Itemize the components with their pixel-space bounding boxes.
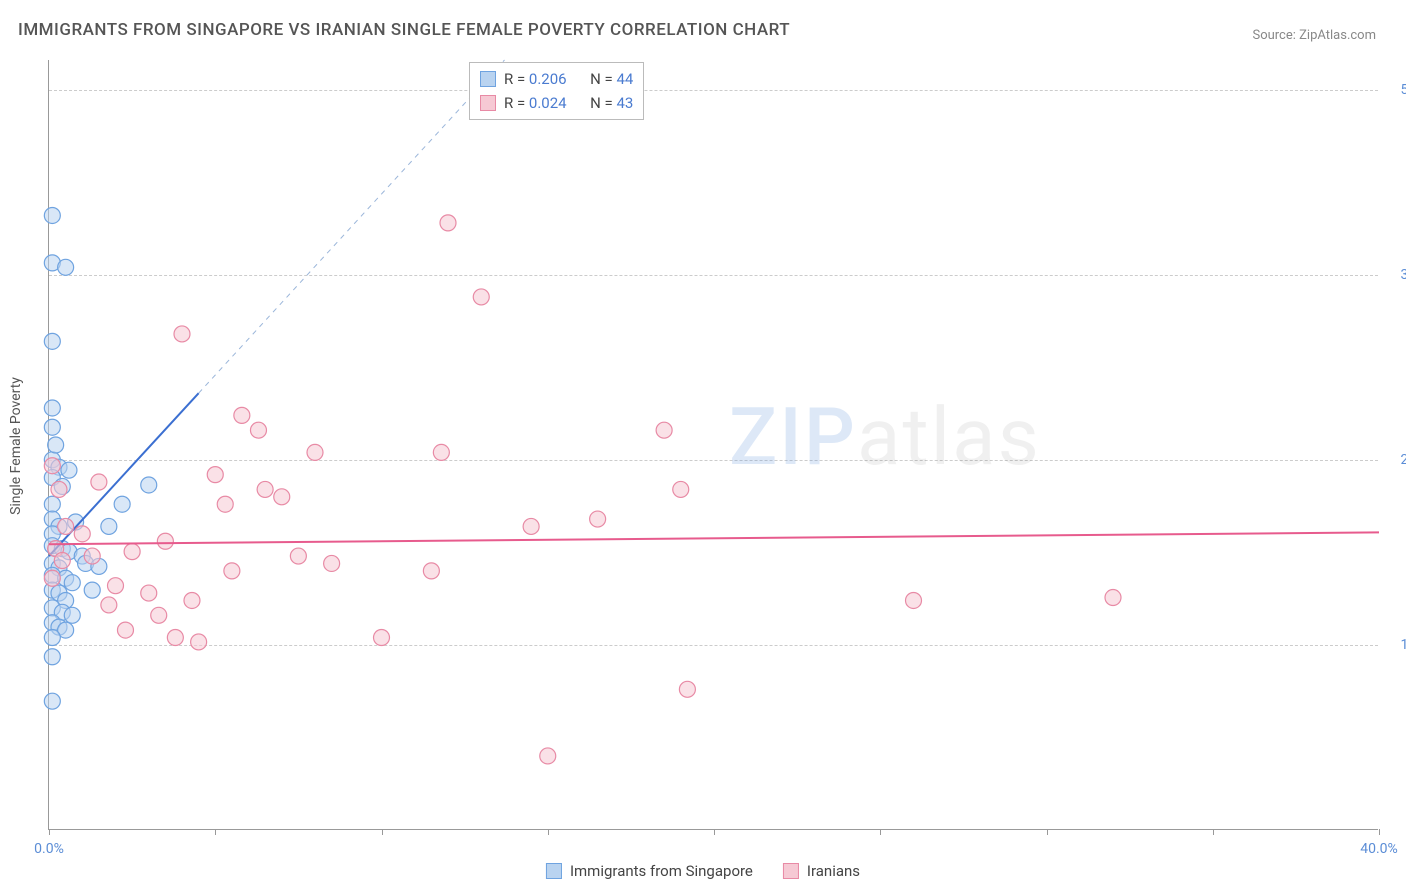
scatter-point-singapore (44, 496, 60, 512)
legend-swatch-singapore-icon (546, 863, 562, 879)
r-label: R = 0.206 (504, 67, 567, 91)
scatter-point-iranians (324, 555, 340, 571)
scatter-point-iranians (157, 533, 173, 549)
scatter-point-singapore (84, 582, 100, 598)
correlation-legend: R = 0.206 N = 44 R = 0.024 N = 43 (469, 62, 644, 120)
scatter-point-iranians (473, 289, 489, 305)
series-legend: Immigrants from Singapore Iranians (546, 862, 860, 880)
trendline-ext-singapore (199, 60, 505, 393)
x-tick (49, 829, 50, 835)
n-label: N = 43 (590, 91, 633, 115)
legend-item-iranians: Iranians (783, 862, 860, 880)
scatter-point-iranians (423, 563, 439, 579)
scatter-point-iranians (307, 444, 323, 460)
legend-item-singapore: Immigrants from Singapore (546, 862, 753, 880)
scatter-point-singapore (61, 462, 77, 478)
scatter-point-singapore (58, 259, 74, 275)
scatter-point-iranians (1105, 590, 1121, 606)
scatter-point-singapore (101, 518, 117, 534)
scatter-point-singapore (44, 207, 60, 223)
scatter-point-iranians (679, 681, 695, 697)
scatter-point-iranians (191, 634, 207, 650)
x-tick (548, 829, 549, 835)
scatter-point-iranians (108, 578, 124, 594)
legend-row-singapore: R = 0.206 N = 44 (480, 67, 633, 91)
y-tick-label: 37.5% (1383, 267, 1406, 283)
scatter-point-singapore (114, 496, 130, 512)
y-tick-label: 25.0% (1383, 452, 1406, 468)
scatter-point-iranians (54, 553, 70, 569)
scatter-point-iranians (91, 474, 107, 490)
scatter-point-iranians (590, 511, 606, 527)
x-tick (880, 829, 881, 835)
scatter-point-iranians (124, 544, 140, 560)
scatter-point-iranians (141, 585, 157, 601)
scatter-point-singapore (64, 575, 80, 591)
scatter-point-iranians (274, 489, 290, 505)
scatter-point-singapore (44, 419, 60, 435)
scatter-point-iranians (440, 215, 456, 231)
x-tick-label: 0.0% (34, 841, 64, 857)
n-label: N = 44 (590, 67, 633, 91)
scatter-point-iranians (151, 607, 167, 623)
scatter-point-singapore (44, 400, 60, 416)
x-tick (714, 829, 715, 835)
x-tick (215, 829, 216, 835)
x-tick (1379, 829, 1380, 835)
legend-swatch-iranians-icon (783, 863, 799, 879)
y-axis-label: Single Female Poverty (8, 377, 24, 515)
legend-swatch-singapore (480, 71, 496, 87)
scatter-point-iranians (540, 748, 556, 764)
plot-area: 12.5%25.0%37.5%50.0% 0.0%40.0% ZIPatlas … (48, 60, 1378, 830)
scatter-point-iranians (250, 422, 266, 438)
scatter-point-iranians (101, 597, 117, 613)
legend-label-singapore: Immigrants from Singapore (570, 862, 753, 880)
scatter-point-iranians (906, 592, 922, 608)
scatter-point-iranians (217, 496, 233, 512)
scatter-point-iranians (673, 481, 689, 497)
scatter-point-singapore (44, 693, 60, 709)
scatter-point-iranians (207, 467, 223, 483)
scatter-point-iranians (224, 563, 240, 579)
r-label: R = 0.024 (504, 91, 567, 115)
x-tick (1213, 829, 1214, 835)
scatter-point-iranians (117, 622, 133, 638)
scatter-point-iranians (44, 458, 60, 474)
scatter-point-iranians (167, 630, 183, 646)
x-tick (1047, 829, 1048, 835)
scatter-point-iranians (656, 422, 672, 438)
scatter-point-iranians (174, 326, 190, 342)
scatter-point-iranians (290, 548, 306, 564)
scatter-point-iranians (58, 518, 74, 534)
scatter-point-iranians (257, 481, 273, 497)
scatter-point-iranians (523, 518, 539, 534)
scatter-point-iranians (84, 548, 100, 564)
y-tick-label: 50.0% (1383, 82, 1406, 98)
scatter-point-singapore (141, 477, 157, 493)
y-tick-label: 12.5% (1383, 637, 1406, 653)
x-tick-label: 40.0% (1360, 841, 1398, 857)
scatter-point-iranians (51, 481, 67, 497)
scatter-point-iranians (184, 592, 200, 608)
scatter-point-iranians (433, 444, 449, 460)
scatter-point-singapore (44, 630, 60, 646)
scatter-point-iranians (44, 570, 60, 586)
x-tick (382, 829, 383, 835)
scatter-point-singapore (48, 437, 64, 453)
scatter-point-singapore (64, 607, 80, 623)
scatter-point-iranians (234, 407, 250, 423)
trendline-iranians (49, 532, 1379, 544)
scatter-point-singapore (44, 333, 60, 349)
legend-row-iranians: R = 0.024 N = 43 (480, 91, 633, 115)
source-label: Source: ZipAtlas.com (1252, 28, 1376, 43)
scatter-point-iranians (74, 526, 90, 542)
scatter-point-iranians (374, 630, 390, 646)
legend-swatch-iranians (480, 95, 496, 111)
scatter-svg (49, 60, 1378, 829)
scatter-point-singapore (44, 649, 60, 665)
chart-container: IMMIGRANTS FROM SINGAPORE VS IRANIAN SIN… (0, 0, 1406, 892)
chart-title: IMMIGRANTS FROM SINGAPORE VS IRANIAN SIN… (18, 20, 790, 40)
legend-label-iranians: Iranians (807, 862, 860, 880)
